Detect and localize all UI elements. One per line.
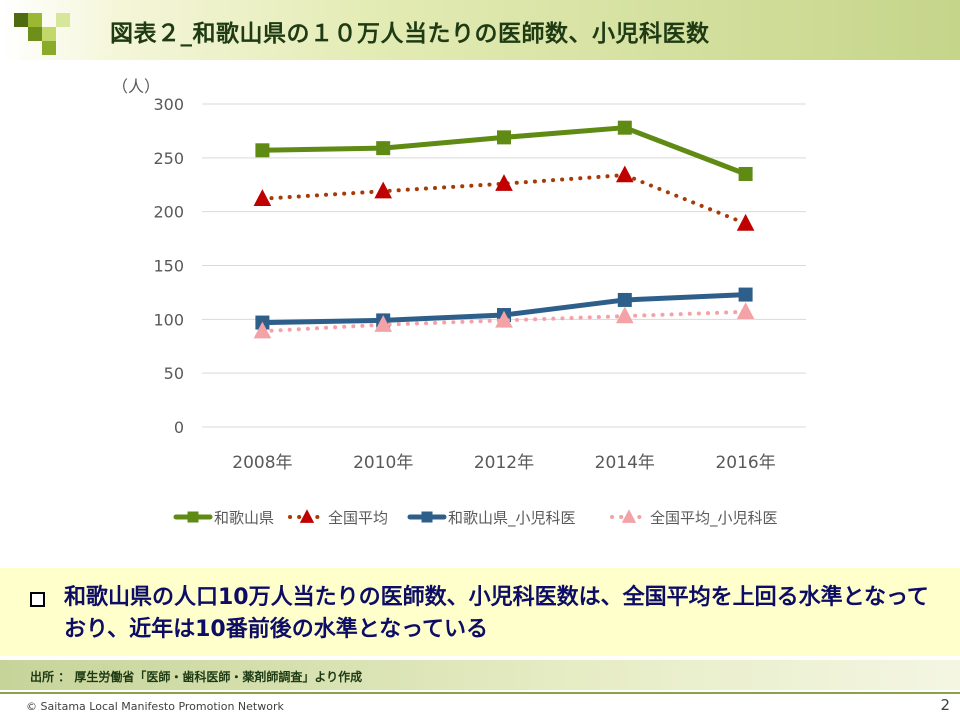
data-point: [495, 310, 513, 328]
legend-marker: [187, 511, 199, 523]
legend-item: 和歌山県: [173, 509, 274, 527]
logo-square-icon: [42, 27, 56, 41]
data-point: [495, 174, 513, 191]
logo-square-icon: [56, 13, 70, 27]
data-point: [738, 287, 753, 302]
x-tick-label: 2010年: [353, 453, 413, 473]
logo-square-icon: [28, 27, 42, 41]
summary-box: [0, 568, 960, 656]
legend-marker: [621, 509, 637, 523]
y-tick-label: 0: [174, 418, 184, 437]
legend-label: 和歌山県: [214, 509, 274, 527]
logo-square-icon: [28, 13, 42, 27]
legend-item: 全国平均: [288, 509, 388, 527]
legend-label: 全国平均_小児科医: [650, 509, 778, 528]
y-tick-label: 100: [153, 310, 184, 329]
source-note: 出所 ： 厚生労働省「医師・歯科医師・薬剤師調査」より作成: [30, 670, 363, 684]
y-tick-label: 300: [153, 95, 184, 114]
line-chart: （人） 0 50 100 150 200 250 300 2008年 2010年 2012年 20…: [112, 77, 806, 528]
checkbox-bullet-icon: [30, 592, 45, 607]
data-point: [736, 302, 755, 319]
data-point: [374, 315, 392, 332]
data-point: [738, 166, 753, 181]
x-tick-label: 2014年: [595, 453, 655, 473]
series-4: [253, 302, 755, 339]
x-tick-label: 2016年: [715, 453, 775, 473]
data-point: [617, 120, 632, 135]
logo-square-icon: [14, 13, 28, 27]
series-line: [260, 309, 748, 334]
data-point: [617, 292, 632, 307]
y-tick-label: 250: [153, 149, 184, 168]
legend-marker: [299, 509, 315, 523]
data-point: [497, 130, 511, 145]
series-1: [255, 120, 753, 181]
legend-marker: [421, 511, 433, 523]
legend-label: 全国平均: [328, 509, 388, 527]
data-point: [736, 213, 755, 231]
data-point: [616, 306, 634, 324]
data-point: [616, 165, 634, 183]
y-axis-unit-label: （人）: [112, 77, 160, 96]
copyright: © Saitama Local Manifesto Promotion Netw…: [26, 700, 284, 713]
data-point: [253, 189, 272, 206]
data-point: [253, 321, 272, 339]
y-tick-label: 200: [153, 203, 184, 222]
series-2: [253, 165, 755, 231]
summary-text: 和歌山県の人口10万人当たりの医師数、小児科医数は、全国平均を上回る水準となって…: [64, 585, 929, 642]
title-bar: 図表２_和歌山県の１０万人当たりの医師数、小児科医数: [0, 0, 960, 60]
series-line: [260, 173, 748, 226]
x-tick-label: 2012年: [474, 453, 534, 473]
legend-label: 和歌山県_小児科医: [448, 509, 576, 528]
slide-title: 図表２_和歌山県の１０万人当たりの医師数、小児科医数: [110, 21, 710, 47]
y-tick-label: 50: [164, 364, 184, 383]
data-point: [376, 141, 391, 156]
data-point: [374, 181, 392, 199]
logo-square-icon: [42, 41, 56, 55]
footer-divider: [0, 692, 960, 694]
data-point: [255, 143, 270, 158]
y-tick-label: 150: [153, 257, 184, 276]
x-tick-label: 2008年: [232, 453, 292, 473]
source-bar: [0, 660, 960, 690]
page-number: 2: [940, 696, 950, 714]
legend-item: 全国平均_小児科医: [610, 509, 778, 528]
legend-item: 和歌山県_小児科医: [407, 509, 576, 528]
